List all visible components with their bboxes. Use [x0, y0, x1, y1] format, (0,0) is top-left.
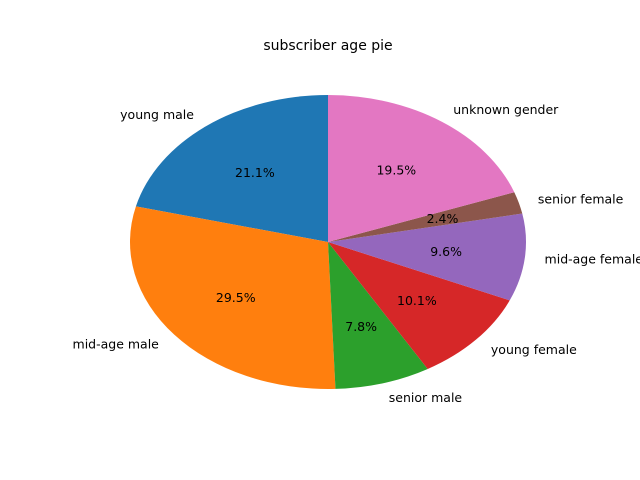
- pie-slice-mid-age-female: [328, 213, 526, 301]
- pct-label-young-male: 21.1%: [235, 165, 275, 180]
- pie-slice-mid-age-male: [130, 206, 336, 389]
- chart-title: subscriber age pie: [263, 38, 392, 54]
- pct-label-senior-female: 2.4%: [427, 211, 459, 226]
- slice-label-young-male: young male: [120, 107, 194, 122]
- pct-label-mid-age-female: 9.6%: [430, 244, 462, 259]
- pie-slice-senior-female: [328, 192, 523, 242]
- slice-label-young-female: young female: [491, 342, 577, 357]
- pct-label-senior-male: 7.8%: [345, 319, 377, 334]
- pct-label-unknown-gender: 19.5%: [376, 162, 416, 177]
- pie-slice-unknown-gender: [328, 95, 515, 242]
- slice-label-senior-female: senior female: [538, 191, 624, 206]
- pie-slices: [130, 95, 526, 389]
- pct-label-mid-age-male: 29.5%: [216, 290, 256, 305]
- slice-label-mid-age-female: mid-age female: [545, 252, 640, 267]
- pie-slice-young-female: [328, 242, 510, 369]
- slice-label-mid-age-male: mid-age male: [73, 336, 160, 351]
- pie-labels: 21.1% young male 29.5% mid-age male 7.8% seni…: [73, 102, 640, 405]
- pie-slice-young-male: [135, 95, 328, 242]
- pie-slice-senior-male: [328, 242, 428, 389]
- slice-label-senior-male: senior male: [389, 390, 463, 405]
- pct-label-young-female: 10.1%: [397, 293, 437, 308]
- slice-label-unknown-gender: unknown gender: [453, 102, 559, 117]
